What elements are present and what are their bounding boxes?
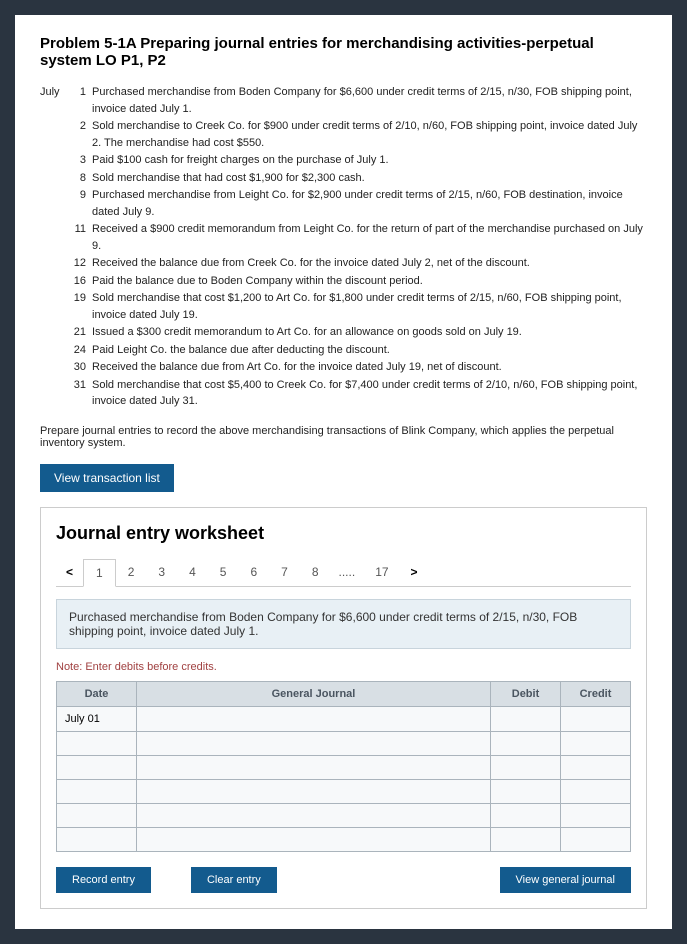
cell-date[interactable]: July 01 — [57, 706, 137, 731]
tab-prev-arrow[interactable]: < — [56, 559, 83, 585]
tab-7[interactable]: 7 — [269, 559, 300, 585]
table-row[interactable] — [57, 755, 631, 779]
tab-strip: < 1 2 3 4 5 6 7 8 ..... 17 > — [56, 559, 631, 587]
transaction-row: 11Received a $900 credit memorandum from… — [40, 221, 647, 254]
entry-prompt: Purchased merchandise from Boden Company… — [56, 599, 631, 649]
transaction-row: 2Sold merchandise to Creek Co. for $900 … — [40, 118, 647, 151]
clear-entry-button[interactable]: Clear entry — [191, 867, 277, 893]
transaction-row: July1Purchased merchandise from Boden Co… — [40, 84, 647, 117]
transaction-row: 12Received the balance due from Creek Co… — [40, 255, 647, 272]
transaction-row: 16Paid the balance due to Boden Company … — [40, 273, 647, 290]
transaction-row: 24Paid Leight Co. the balance due after … — [40, 342, 647, 359]
debits-before-credits-note: Note: Enter debits before credits. — [56, 661, 631, 673]
table-row[interactable] — [57, 827, 631, 851]
journal-entry-table: Date General Journal Debit Credit July 0… — [56, 681, 631, 852]
instruction-text: Prepare journal entries to record the ab… — [40, 425, 647, 449]
transaction-row: 19Sold merchandise that cost $1,200 to A… — [40, 290, 647, 323]
table-row[interactable] — [57, 803, 631, 827]
tab-5[interactable]: 5 — [208, 559, 239, 585]
transaction-list: July1Purchased merchandise from Boden Co… — [40, 84, 647, 410]
tab-3[interactable]: 3 — [146, 559, 177, 585]
table-row[interactable] — [57, 731, 631, 755]
tab-6[interactable]: 6 — [238, 559, 269, 585]
view-general-journal-button[interactable]: View general journal — [500, 867, 631, 893]
table-row[interactable]: July 01 — [57, 706, 631, 731]
transaction-row: 30Received the balance due from Art Co. … — [40, 359, 647, 376]
cell-account[interactable] — [137, 706, 491, 731]
tab-17[interactable]: 17 — [363, 559, 400, 585]
worksheet-title: Journal entry worksheet — [56, 523, 631, 544]
problem-title: Problem 5-1A Preparing journal entries f… — [40, 35, 647, 69]
col-debit: Debit — [491, 681, 561, 706]
tab-next-arrow[interactable]: > — [401, 559, 428, 585]
transaction-row: 8Sold merchandise that had cost $1,900 f… — [40, 170, 647, 187]
col-general-journal: General Journal — [137, 681, 491, 706]
tab-8[interactable]: 8 — [300, 559, 331, 585]
tab-2[interactable]: 2 — [116, 559, 147, 585]
transaction-row: 21Issued a $300 credit memorandum to Art… — [40, 324, 647, 341]
col-date: Date — [57, 681, 137, 706]
col-credit: Credit — [561, 681, 631, 706]
cell-credit[interactable] — [561, 706, 631, 731]
tab-ellipsis: ..... — [331, 559, 364, 585]
transaction-row: 9Purchased merchandise from Leight Co. f… — [40, 187, 647, 220]
view-transaction-list-button[interactable]: View transaction list — [40, 464, 174, 492]
transaction-row: 3Paid $100 cash for freight charges on t… — [40, 152, 647, 169]
table-row[interactable] — [57, 779, 631, 803]
tab-4[interactable]: 4 — [177, 559, 208, 585]
cell-debit[interactable] — [491, 706, 561, 731]
record-entry-button[interactable]: Record entry — [56, 867, 151, 893]
tab-1[interactable]: 1 — [83, 559, 116, 587]
journal-worksheet: Journal entry worksheet < 1 2 3 4 5 6 7 … — [40, 507, 647, 909]
transaction-row: 31Sold merchandise that cost $5,400 to C… — [40, 377, 647, 410]
